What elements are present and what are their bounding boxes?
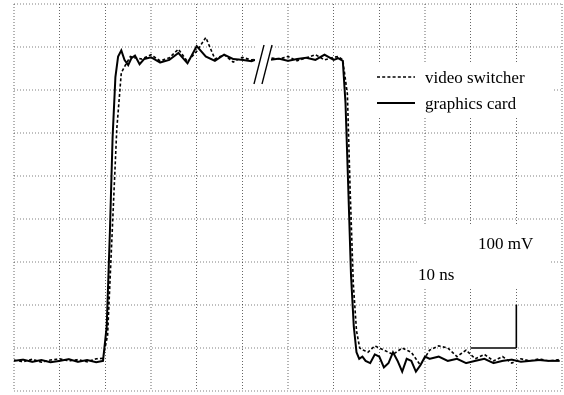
axis-break-mark — [253, 44, 273, 85]
legend-label-graphics-card: graphics card — [425, 94, 517, 113]
series-line-video-switcher — [13, 35, 560, 367]
axis-break-slash-right — [261, 44, 273, 85]
legend-label-video-switcher: video switcher — [425, 68, 525, 87]
axis-break-slash-left — [253, 44, 265, 85]
scale-label-time: 10 ns — [418, 265, 454, 284]
legend-background — [370, 64, 554, 116]
card-trace-group — [13, 44, 560, 375]
axis-break-gap — [255, 45, 271, 85]
scale-bar: 100 mV 10 ns — [418, 225, 550, 349]
grid — [13, 3, 563, 392]
scale-label-voltage: 100 mV — [478, 234, 534, 253]
switcher-trace-group — [13, 35, 560, 367]
series-line-graphics-card — [13, 44, 560, 375]
scale-bar-background — [418, 225, 550, 288]
legend: video switcher graphics card — [370, 64, 554, 116]
